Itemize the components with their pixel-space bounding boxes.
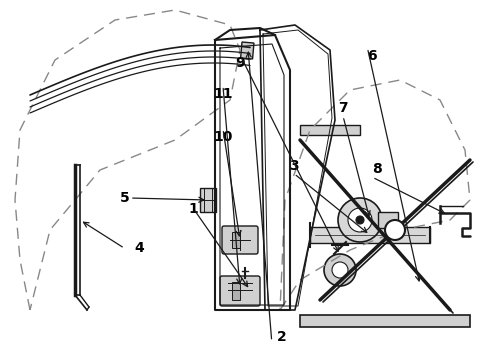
Text: 1: 1	[189, 202, 198, 216]
Text: 8: 8	[372, 162, 382, 176]
Text: 11: 11	[213, 87, 233, 100]
Bar	[232, 232, 240, 248]
Circle shape	[348, 208, 372, 232]
Text: 5: 5	[120, 191, 130, 205]
Bar	[241, 42, 254, 59]
Text: 10: 10	[213, 130, 233, 144]
Text: 9: 9	[235, 56, 245, 70]
Bar	[300, 125, 360, 135]
Bar	[300, 315, 470, 327]
FancyBboxPatch shape	[222, 226, 258, 254]
Text: 2: 2	[277, 330, 287, 343]
Text: 7: 7	[338, 101, 348, 115]
Bar	[310, 227, 430, 243]
Bar	[378, 212, 398, 228]
Circle shape	[338, 198, 382, 242]
Circle shape	[324, 254, 356, 286]
Bar	[232, 282, 240, 300]
Text: 6: 6	[368, 49, 377, 63]
Text: 3: 3	[289, 159, 299, 172]
Bar	[200, 188, 216, 212]
Circle shape	[356, 216, 364, 224]
FancyBboxPatch shape	[220, 276, 260, 306]
Text: 4: 4	[135, 242, 145, 255]
Circle shape	[332, 262, 348, 278]
Circle shape	[385, 220, 405, 240]
